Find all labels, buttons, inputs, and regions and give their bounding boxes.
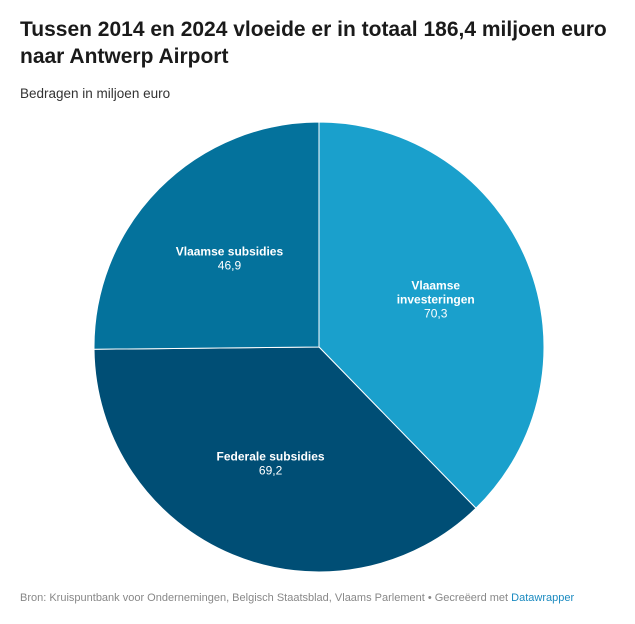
slice-value-label: 69,2 bbox=[259, 463, 283, 477]
slice-label: investeringen bbox=[397, 293, 475, 307]
chart-subtitle: Bedragen in miljoen euro bbox=[20, 86, 171, 101]
pie-slices bbox=[93, 121, 545, 573]
pie-slice-vlaamse-subsidies bbox=[93, 121, 320, 350]
slice-label: Federale subsidies bbox=[217, 449, 325, 463]
slice-label: Vlaamse subsidies bbox=[176, 244, 284, 258]
pie-slice-vlaamse-investeringen bbox=[318, 121, 545, 509]
datawrapper-link[interactable]: Datawrapper bbox=[511, 592, 575, 604]
source-note: Bron: Kruispuntbank voor Ondernemingen, … bbox=[20, 592, 509, 604]
slice-label: Vlaamse bbox=[411, 279, 460, 293]
slice-value-label: 70,3 bbox=[424, 307, 448, 321]
pie-slice-federale-subsidies bbox=[93, 346, 477, 573]
slice-value-label: 46,9 bbox=[218, 258, 242, 272]
chart-title: Tussen 2014 en 2024 vloeide er in totaal… bbox=[20, 18, 607, 68]
footer: Bron: Kruispuntbank voor Ondernemingen, … bbox=[20, 592, 574, 604]
